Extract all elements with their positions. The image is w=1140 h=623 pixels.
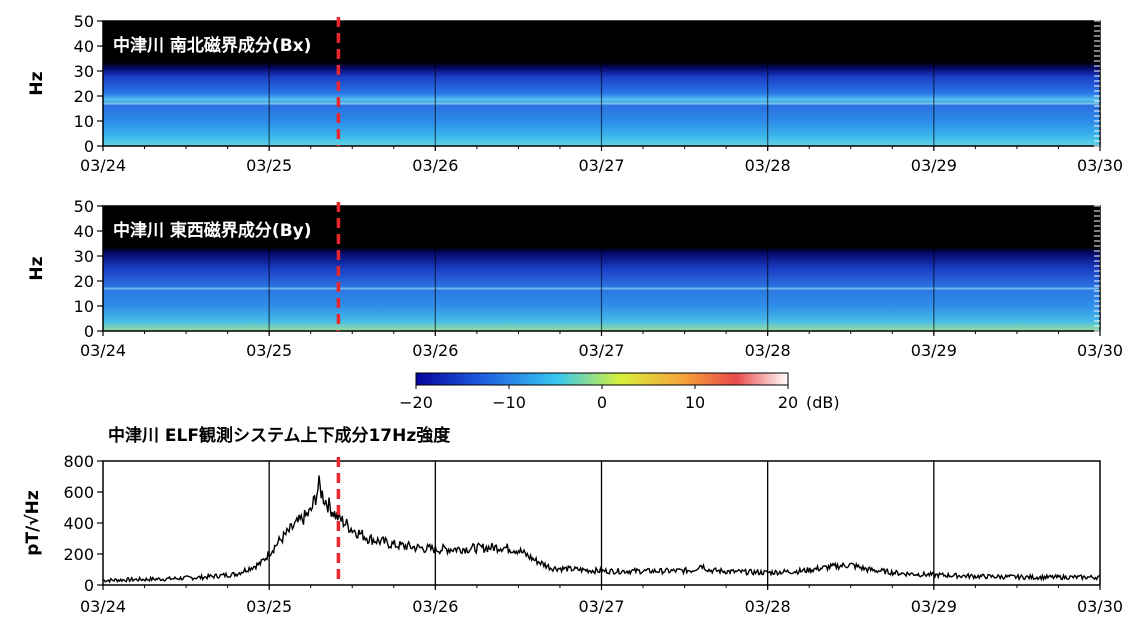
x-tick-label: 03/26 [412,156,458,175]
y-axis-label: Hz [27,256,47,280]
colorbar-tick-label: 10 [685,393,705,412]
y-tick-label: 0 [84,576,94,595]
series-line-17hz [102,475,1101,584]
y-tick-label: 10 [74,112,94,131]
x-tick-label: 03/26 [412,341,458,360]
colorbar-gradient [415,372,789,386]
y-tick-label: 40 [74,37,94,56]
x-tick-label: 03/29 [911,156,957,175]
y-axis-label: pT/√Hz [23,490,43,556]
y-tick-label: 600 [63,483,94,502]
x-tick-label: 03/26 [412,597,458,616]
x-tick-label: 03/28 [745,597,791,616]
y-axis-label: Hz [27,71,47,95]
x-tick-label: 03/30 [1077,156,1123,175]
y-tick-label: 800 [63,452,94,471]
y-tick-label: 400 [63,514,94,533]
y-tick-label: 200 [63,545,94,564]
panel-title: 中津川 南北磁界成分(Bx) [113,35,311,56]
colorbar-tick-label: −10 [492,393,526,412]
x-tick-label: 03/25 [246,597,292,616]
y-tick-label: 20 [74,87,94,106]
x-tick-label: 03/25 [246,156,292,175]
x-tick-label: 03/28 [745,341,791,360]
x-tick-label: 03/30 [1077,597,1123,616]
spectrogram-bx: 0 10 20 30 40 50 03/24 03/25 03/26 03/27 03/28 03/2… [27,12,1123,175]
y-tick-label: 0 [84,322,94,341]
y-tick-label: 20 [74,272,94,291]
x-tick-label: 03/27 [578,597,624,616]
panel-title: 中津川 東西磁界成分(By) [113,220,312,241]
colorbar-unit: (dB) [806,393,840,412]
colorbar: −20 −10 0 10 20 (dB) [399,372,840,412]
panel-title: 中津川 ELF観測システム上下成分17Hz強度 [108,425,451,446]
x-tick-label: 03/27 [578,341,624,360]
x-tick-label: 03/27 [578,156,624,175]
x-tick-label: 03/24 [80,597,126,616]
x-tick-label: 03/24 [80,341,126,360]
x-tick-label: 03/29 [911,341,957,360]
x-tick-label: 03/28 [745,156,791,175]
y-tick-label: 40 [74,222,94,241]
x-tick-label: 03/29 [911,597,957,616]
colorbar-tick-label: 20 [778,393,798,412]
y-tick-label: 0 [84,137,94,156]
y-tick-label: 50 [74,197,94,216]
y-tick-label: 50 [74,12,94,31]
y-tick-label: 30 [74,247,94,266]
line-plot-17hz: 中津川 ELF観測システム上下成分17Hz強度 0 200 400 600 800 03/2… [23,425,1123,616]
colorbar-tick-label: −20 [399,393,433,412]
x-tick-label: 03/25 [246,341,292,360]
x-tick-label: 03/30 [1077,341,1123,360]
x-tick-label: 03/24 [80,156,126,175]
y-tick-label: 10 [74,297,94,316]
spectrogram-by: 0 10 20 30 40 50 03/24 03/25 03/26 03/27 03/28 03/2… [27,197,1123,360]
y-tick-label: 30 [74,62,94,81]
colorbar-tick-label: 0 [597,393,607,412]
